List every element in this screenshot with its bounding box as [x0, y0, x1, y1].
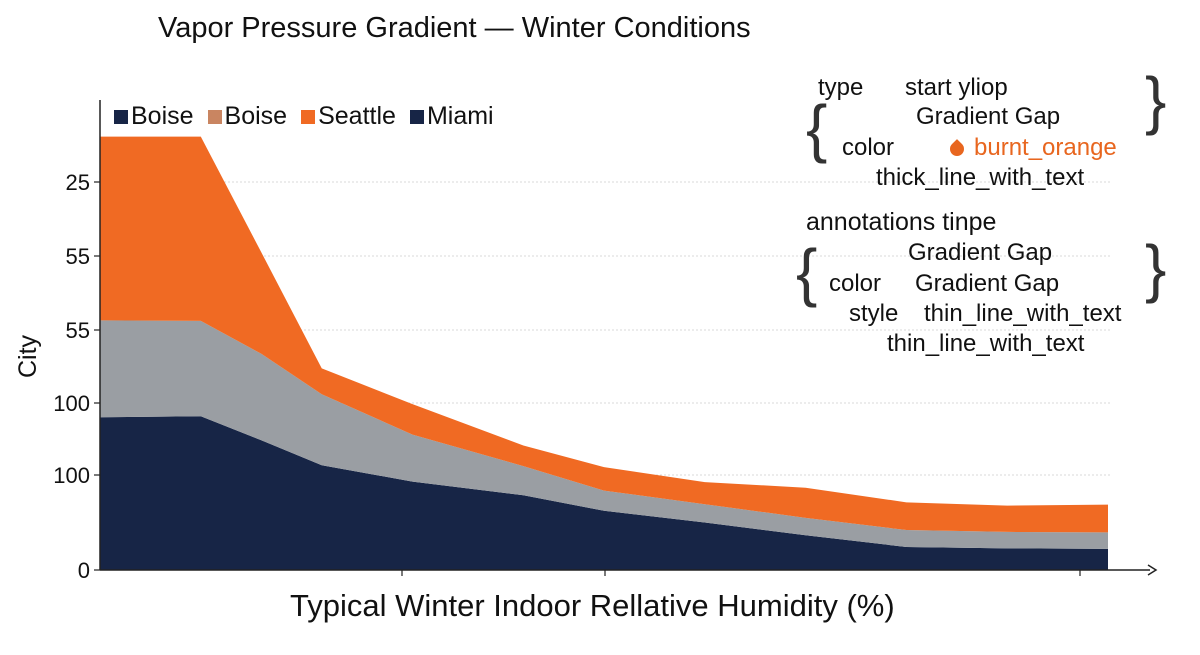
legend-swatch [409, 109, 424, 124]
y-tick-labels: 25 55 55 100 100 0 [53, 170, 90, 583]
area-series-miami [100, 416, 1108, 570]
annotation-style-value: thick_line_with_text [876, 164, 1085, 191]
x-axis-arrow-icon [1147, 564, 1158, 576]
legend-item: Seattle [301, 102, 396, 131]
legend-label: Miami [426, 102, 494, 130]
annotation-color-value-2: Gradient Gap [915, 270, 1060, 297]
annotation-type-key: type [818, 74, 864, 101]
legend-label: Boise [131, 102, 194, 130]
area-series [100, 136, 1108, 570]
axes [94, 100, 1158, 576]
y-tick-label: 100 [53, 463, 90, 488]
y-tick-label: 100 [53, 391, 90, 416]
annotation-style-key-2: style [849, 300, 899, 327]
annotation-heading: annotations tinpe [806, 208, 997, 236]
annotation-color-value: burnt_orange [947, 134, 1117, 161]
area-series-boise [100, 320, 1108, 549]
right-brace-icon-2: } [1145, 232, 1167, 304]
annotation-gap-label: Gradient Gap [916, 103, 1061, 130]
legend-swatch [207, 109, 222, 124]
legend-item: Miami [409, 102, 494, 131]
y-tick-label: 55 [66, 318, 90, 343]
annotation-style-extra: thin_line_with_text [887, 330, 1085, 357]
y-tick-label: 0 [78, 558, 90, 583]
chart-title: Vapor Pressure Gradient — Winter Conditi… [158, 12, 751, 44]
annotation-gap-label-2: Gradient Gap [908, 239, 1053, 266]
legend-item: Boise [207, 102, 288, 131]
right-brace-icon: } [1145, 64, 1167, 136]
area-series-seattle [100, 136, 1108, 533]
legend-label: Seattle [318, 102, 396, 130]
y-axis-label: City [14, 334, 42, 378]
flame-icon [947, 139, 967, 159]
y-tick-label: 25 [66, 170, 90, 195]
annotation-color-key: color [842, 134, 895, 161]
y-tick-label: 55 [66, 244, 90, 269]
x-axis-label: Typical Winter Indoor Rellative Humidity… [290, 588, 895, 623]
legend-swatch [301, 109, 316, 124]
legend-item: Boise [114, 102, 194, 131]
annotation-color-text: burnt_orange [974, 134, 1117, 161]
legend: Boise Boise Seattle Miami [114, 102, 494, 131]
legend-label: Boise [224, 102, 288, 130]
annotation-style-value-2: thin_line_with_text [924, 300, 1122, 327]
legend-swatch [114, 109, 128, 124]
left-brace-icon: { [806, 92, 828, 164]
left-brace-icon-2: { [796, 236, 818, 308]
annotation-color-key-2: color [829, 270, 882, 297]
annotation-type-value: start yliop [905, 74, 1008, 101]
